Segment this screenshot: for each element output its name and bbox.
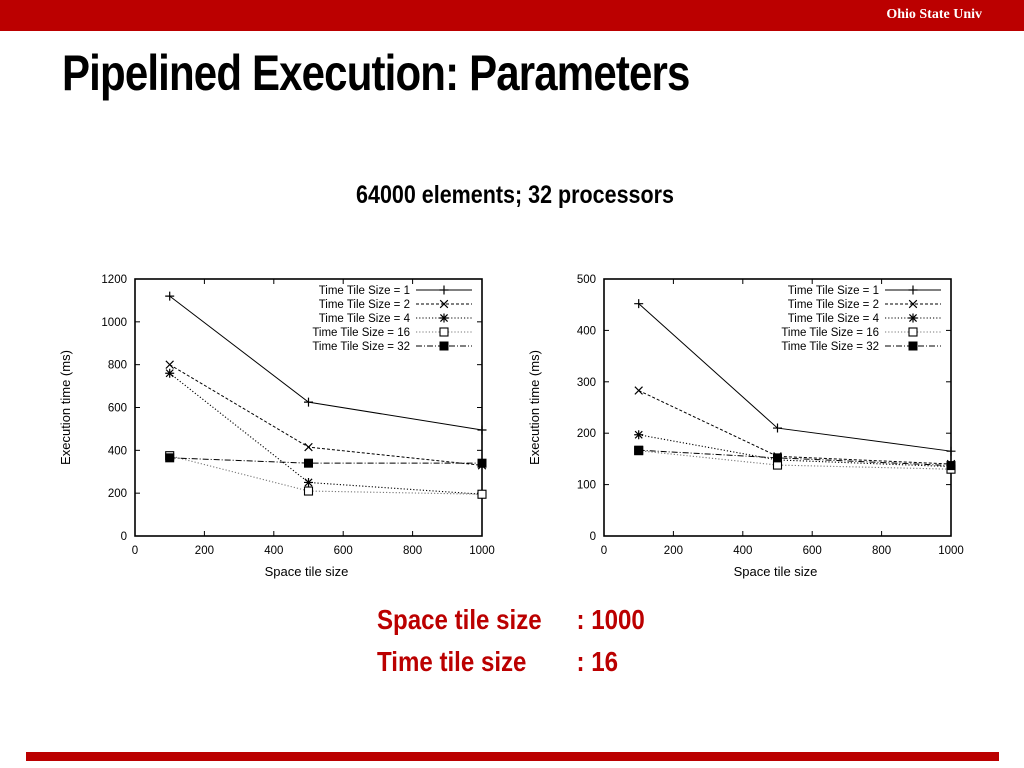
plus-marker [908,285,918,295]
x-tick-label: 1000 [938,545,964,557]
param-row-space: Space tile size : 1000 [377,599,645,641]
y-tick-label: 1200 [101,274,127,286]
param-row-time: Time tile size : 16 [377,641,645,683]
y-tick-label: 500 [577,274,596,286]
x-tick-label: 400 [264,545,283,557]
series-line [638,449,952,467]
y-tick-label: 300 [577,377,596,389]
series-line [169,372,483,495]
top-banner: Ohio State Univ [0,0,1024,31]
cross-marker [165,360,174,369]
cross-marker [908,299,918,309]
series-line [638,390,952,465]
series-line [169,457,482,464]
x-tick-label: 800 [872,545,891,557]
bottom-rule [26,752,999,761]
x-tick-label: 200 [195,545,214,557]
square-filled-marker [946,461,956,471]
square-open-marker [477,489,487,499]
series-line [169,455,483,495]
plus-marker [946,446,956,456]
plus-marker [439,285,449,295]
square-open-marker [439,327,449,337]
param-value: : 16 [576,646,619,677]
x-tick-label: 1000 [469,545,495,557]
param-label: Space tile size [377,604,542,635]
legend-label: Time Tile Size = 32 [781,341,879,353]
square-filled-marker [773,453,782,463]
star-marker [304,477,313,487]
star-marker [439,313,449,323]
y-tick-label: 0 [590,531,596,543]
plus-marker [477,425,487,435]
y-tick-label: 800 [108,360,127,372]
star-marker [634,430,644,440]
series-line [169,364,483,466]
square-filled-marker [908,341,918,351]
x-tick-label: 0 [132,545,138,557]
x-tick-label: 800 [403,545,422,557]
legend-label: Time Tile Size = 2 [319,299,410,311]
star-marker [165,368,175,378]
plot-frame [603,278,952,537]
series-line [638,303,952,452]
param-value: : 1000 [576,604,645,635]
x-axis-label: Space tile size [734,564,818,579]
y-axis-label: Execution time (ms) [58,350,73,465]
square-filled-marker [439,341,449,351]
slide-title: Pipelined Execution: Parameters [62,45,690,101]
execution-time-chart-right: 0 100 200 300 400 500 0 200 400 600 800 1000 Space t… [524,266,979,586]
star-marker [908,313,918,323]
legend-label: Time Tile Size = 32 [312,341,410,353]
plus-marker [165,291,175,301]
legend-label: Time Tile Size = 2 [788,299,879,311]
square-filled-marker [634,445,644,455]
y-tick-label: 600 [108,403,127,415]
legend-label: Time Tile Size = 16 [312,327,410,339]
square-open-marker [908,327,918,337]
chart-svg: 0 200 400 600 800 1000 1200 0 200 400 600 800 1000 Sp… [58,274,495,579]
legend-label: Time Tile Size = 4 [319,313,411,325]
y-tick-label: 0 [121,531,127,543]
x-tick-label: 200 [664,545,683,557]
university-label: Ohio State Univ [886,7,982,22]
square-filled-marker [165,453,175,463]
slide-subtitle: 64000 elements; 32 processors [356,181,674,209]
cross-marker [439,299,449,309]
y-tick-label: 400 [108,445,127,457]
chart-svg: 0 100 200 300 400 500 0 200 400 600 800 1000 Space t… [527,274,964,579]
legend-label: Time Tile Size = 1 [319,285,410,297]
y-tick-label: 200 [108,488,127,500]
y-tick-label: 100 [577,480,596,492]
legend-label: Time Tile Size = 1 [788,285,879,297]
plus-marker [634,299,644,309]
y-axis-label: Execution time (ms) [527,350,542,465]
plus-marker [773,423,782,433]
plus-marker [304,397,313,407]
x-tick-label: 400 [733,545,752,557]
x-tick-label: 600 [334,545,353,557]
cross-marker [304,442,313,452]
y-tick-label: 200 [577,428,596,440]
x-tick-label: 0 [601,545,607,557]
execution-time-chart-left: 0 200 400 600 800 1000 1200 0 200 400 600 800 1000 Sp… [55,266,510,586]
parameter-summary: Space tile size : 1000 Time tile size : 16 [377,599,645,683]
square-filled-marker [304,458,313,468]
square-filled-marker [477,458,487,468]
legend-label: Time Tile Size = 16 [781,327,879,339]
param-label: Time tile size [377,646,527,677]
x-axis-label: Space tile size [265,564,349,579]
series-line [638,450,952,470]
cross-marker [634,386,643,395]
legend-label: Time Tile Size = 4 [788,313,880,325]
square-open-marker [303,486,314,496]
y-tick-label: 1000 [101,317,127,329]
y-tick-label: 400 [577,325,596,337]
x-tick-label: 600 [803,545,822,557]
